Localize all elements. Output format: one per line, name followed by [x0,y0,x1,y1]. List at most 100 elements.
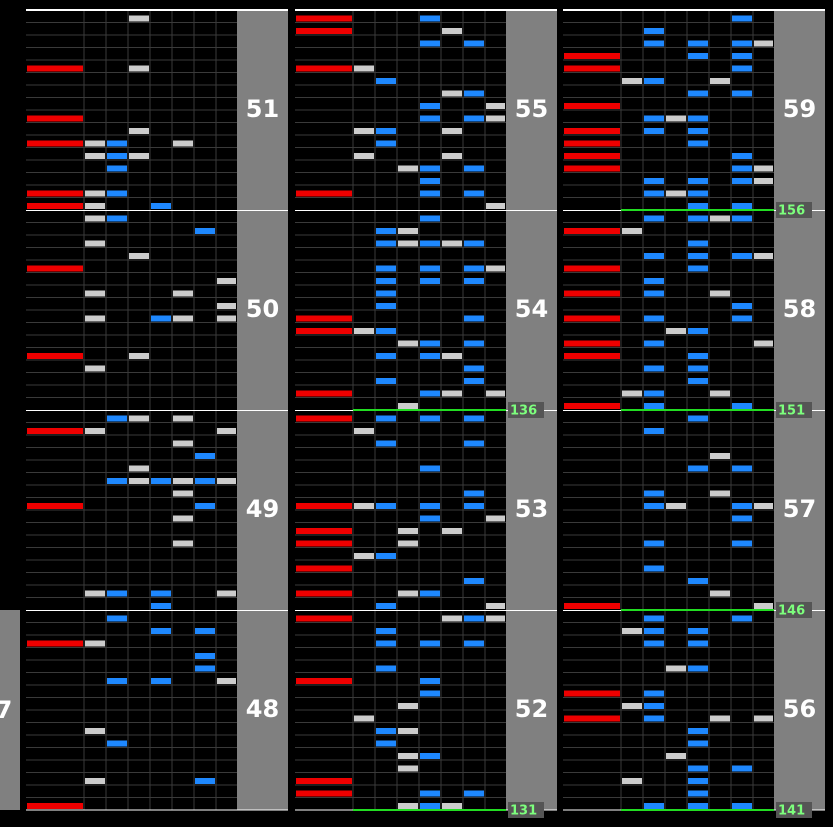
note [644,690,664,697]
note [107,678,127,684]
note [398,728,418,734]
note [107,165,127,172]
note [398,340,418,347]
note [173,415,193,422]
note [420,240,440,247]
note [688,253,708,259]
note [85,365,105,372]
note [420,15,440,22]
note [27,803,83,809]
note [666,190,686,197]
note [464,190,484,197]
note [398,403,418,409]
note [564,103,620,109]
note [151,315,171,322]
note [622,628,642,634]
note [564,340,620,347]
note [564,65,620,72]
note [564,290,620,297]
note [732,403,752,409]
note [442,153,462,159]
note [376,328,396,334]
bpm-label-bg [776,802,812,818]
note [442,353,462,359]
note [27,115,83,122]
note [173,315,193,322]
note [107,190,127,197]
note [688,203,708,209]
note [564,690,620,697]
note [486,615,505,622]
bpm-label-bg [508,802,544,818]
note [376,503,396,509]
note [688,628,708,634]
note [296,615,352,622]
note [644,215,664,222]
note [27,203,83,209]
note [398,228,418,234]
note [644,715,664,722]
note [217,303,236,309]
measure-number: 50 [246,295,279,323]
note [732,765,752,772]
note [420,678,440,684]
bpm-label: 151 [778,404,805,419]
note [486,390,505,397]
note [644,28,664,34]
note [173,515,193,522]
note [732,165,752,172]
note [688,790,708,797]
measure-number: 7 [0,696,12,724]
note [644,115,664,122]
note [754,178,773,184]
measure-panel [506,410,557,610]
note [85,778,105,784]
note [486,515,505,522]
note [688,240,708,247]
note [107,415,127,422]
note [217,315,236,322]
measure-panel [237,610,288,810]
note [296,415,352,422]
note [376,240,396,247]
note [296,790,352,797]
note [85,728,105,734]
note [732,15,752,22]
note [754,715,773,722]
bpm-label: 136 [510,404,537,419]
note [420,465,440,472]
note [464,40,484,47]
note [151,590,171,597]
note [296,328,352,334]
note [129,65,149,72]
note [217,428,236,434]
note [296,540,352,547]
note [464,378,484,384]
note [710,78,730,84]
note [129,353,149,359]
note [376,265,396,272]
note [296,15,352,22]
measure-number: 59 [783,95,816,123]
note [27,140,83,147]
note [376,140,396,147]
note [442,90,462,97]
note [732,540,752,547]
note [420,103,440,109]
bpm-label: 141 [778,804,805,819]
note [732,65,752,72]
note [296,678,352,684]
note [27,353,83,359]
note [732,40,752,47]
measure-number: 51 [246,95,279,123]
note [464,265,484,272]
note [195,665,215,672]
note [107,478,127,484]
note [710,715,730,722]
note [173,490,193,497]
note [688,578,708,584]
note [129,415,149,422]
note [486,265,505,272]
note [486,115,505,122]
note [442,615,462,622]
